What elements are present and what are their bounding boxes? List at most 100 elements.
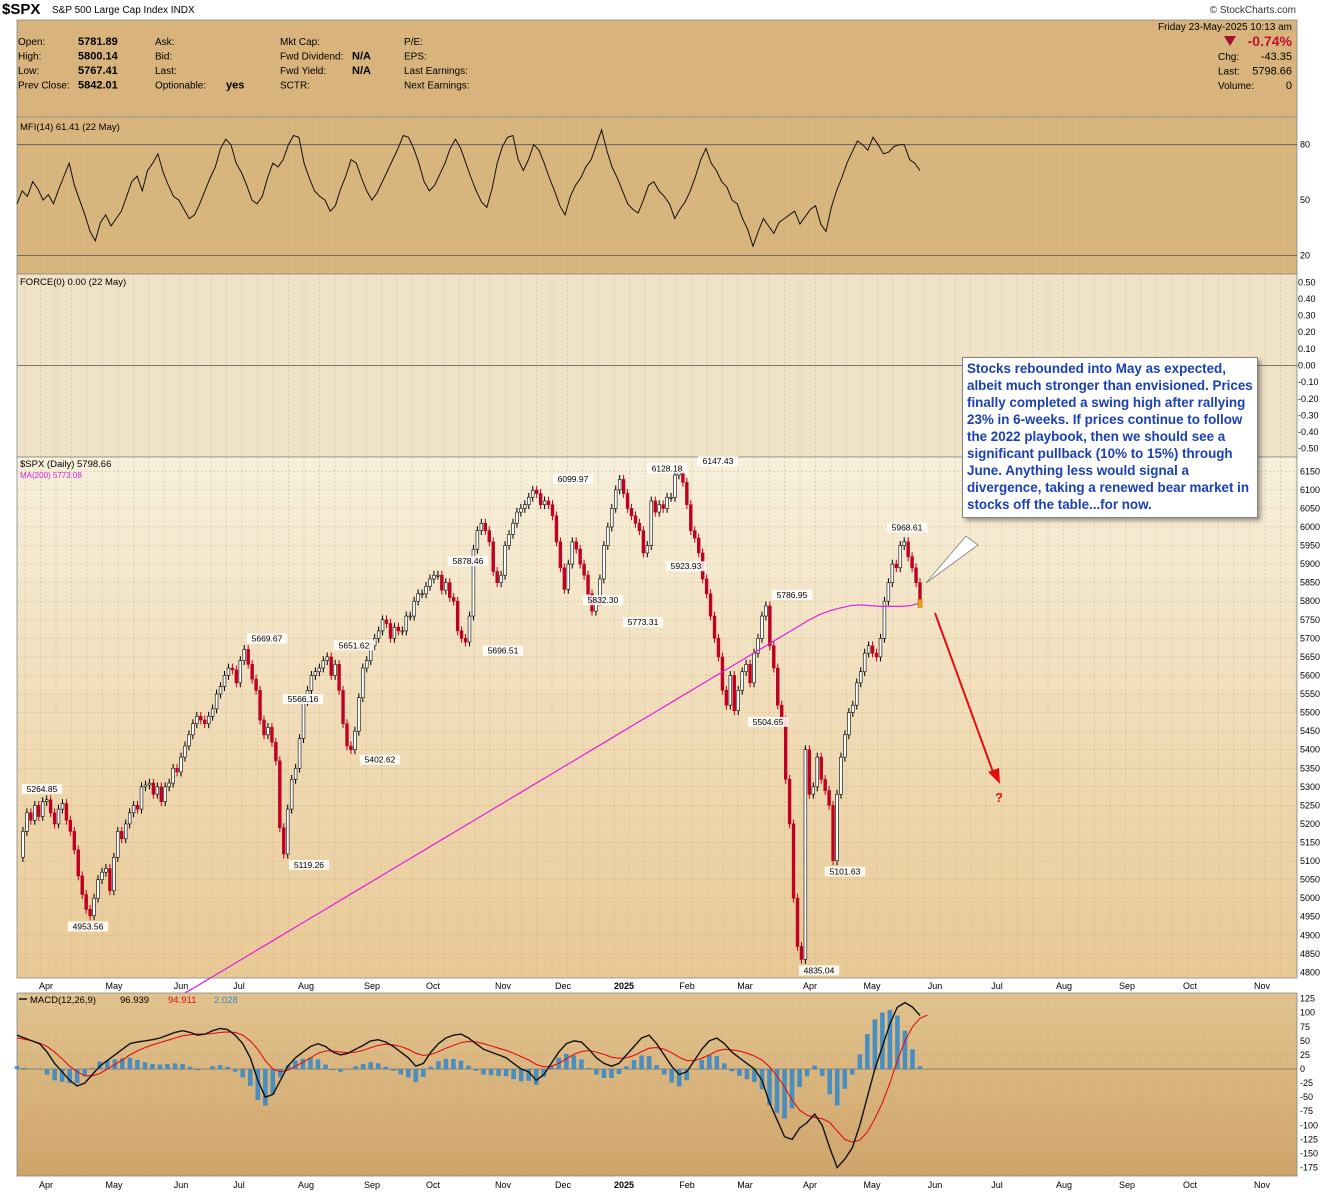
price-candle-body (874, 652, 879, 658)
price-candle-body (562, 567, 567, 590)
x-tick-label: Apr (39, 981, 53, 991)
price-tick-label: 5900 (1300, 559, 1320, 569)
price-candle-body (317, 667, 322, 673)
macd-histogram-bar (699, 1060, 705, 1070)
price-candle-body (732, 675, 736, 712)
field-label-right: Last Earnings: (404, 66, 468, 77)
price-candle-body (847, 712, 851, 736)
x-tick-label: Jul (233, 981, 245, 991)
data-label-bg (622, 617, 664, 628)
price-candle-body (428, 578, 432, 587)
macd-histogram-bar (187, 1066, 193, 1070)
price-candle-body (64, 803, 69, 821)
force-tick-label: 0.50 (1298, 277, 1316, 287)
price-tick-label: 5150 (1300, 838, 1320, 848)
macd-histogram-bar (142, 1062, 148, 1070)
macd-tick-label: -50 (1300, 1092, 1313, 1102)
macd-histogram-bar (714, 1056, 720, 1070)
price-candle-body (250, 664, 254, 680)
price-candle-body (855, 682, 859, 706)
price-candle-body (570, 541, 574, 565)
x-tick-label: Jun (174, 981, 189, 991)
last-price-marker (917, 599, 923, 608)
price-candle-body (661, 504, 665, 509)
price-tick-label: 5850 (1300, 578, 1320, 588)
price-tick-label: 6000 (1300, 522, 1320, 532)
price-candle-body (898, 545, 902, 569)
macd-panel: -175 -150 -125 -100 -75 -50 -25 0 25 50 75 100 125 MA… (14, 994, 1318, 1173)
data-label-bg (697, 456, 739, 467)
macd-histogram-bar (579, 1059, 584, 1070)
field-label-left: Low: (18, 66, 39, 77)
price-candle-body (685, 482, 689, 505)
force-tick-label: 0.20 (1298, 327, 1316, 337)
macd-histogram-bar (548, 1066, 554, 1070)
price-candle-body (96, 879, 100, 899)
price-candle-body (799, 946, 804, 960)
price-candle-body (866, 645, 871, 654)
macd-histogram-bar (849, 1069, 855, 1075)
price-candle-body (902, 541, 906, 546)
x-tick-label: Dec (555, 981, 572, 991)
price-candle-body (870, 645, 875, 654)
macd-histogram-bar (263, 1069, 268, 1106)
data-label: 5923.93 (671, 561, 702, 571)
macd-histogram-bar (37, 1069, 42, 1070)
price-candle-body (444, 582, 448, 591)
macd-tick-label: 0 (1300, 1064, 1305, 1074)
macd-histogram-bar (451, 1058, 456, 1070)
force-tick-label: 0.10 (1298, 344, 1316, 354)
price-candle-body (712, 615, 717, 639)
macd-histogram-bar (270, 1069, 276, 1095)
macd-histogram-bar (52, 1069, 57, 1081)
price-tick-label: 5300 (1300, 782, 1320, 792)
data-label: 5878.46 (453, 556, 484, 566)
price-candle-body (515, 511, 519, 524)
price-candle-body (641, 530, 646, 554)
price-candle-body (764, 605, 768, 617)
x-tick-label: Sep (364, 981, 380, 991)
price-candle-body (519, 508, 523, 513)
price-candle-body (123, 823, 128, 840)
macd-tick-label: 25 (1300, 1050, 1310, 1060)
macd-histogram-bar (120, 1058, 125, 1070)
macd-histogram-bar (744, 1069, 750, 1080)
price-candle-body (380, 619, 385, 632)
price-candle-body (361, 667, 365, 699)
macd-histogram-bar (421, 1069, 426, 1077)
x-tick-label: 2025 (614, 981, 634, 991)
price-candle-body (230, 667, 235, 671)
price-candle-body (839, 756, 843, 795)
macd-histogram-bar (225, 1066, 230, 1070)
price-candle-body (37, 805, 41, 817)
price-candle-body (815, 756, 819, 788)
price-candle-body (728, 675, 733, 706)
price-candle-body (301, 701, 306, 739)
macd-histogram-bar (684, 1069, 690, 1081)
data-label: 5651.62 (339, 640, 370, 650)
price-candle-body (183, 745, 187, 758)
price-candle-body (52, 812, 57, 825)
macd-histogram-bar (89, 1067, 95, 1070)
chart-panels (16, 19, 1298, 1177)
price-candle-body (681, 472, 685, 483)
macd-histogram-bar (707, 1054, 712, 1070)
x-tick-label: Feb (679, 981, 695, 991)
price-candle-body (448, 582, 452, 598)
price-tick-label: 5250 (1300, 800, 1320, 810)
price-tick-label: 4950 (1300, 912, 1320, 922)
price-candle-body (693, 530, 697, 539)
price-candle-body (823, 779, 827, 791)
x-tick-label: May (863, 981, 881, 991)
macd-histogram-bar (804, 1069, 810, 1077)
macd-title: MACD(12,26,9) (30, 995, 96, 1006)
price-candle-body (436, 574, 440, 577)
field-label-mid2: Mkt Cap: (280, 37, 320, 48)
chart-symbol: $SPX (2, 1, 41, 18)
price-candle-body (538, 493, 543, 505)
macd-histogram-bar (44, 1069, 50, 1075)
price-candle-body (795, 897, 800, 947)
macd-histogram-bar (428, 1066, 434, 1070)
price-candle-body (293, 767, 298, 780)
price-candle-body (479, 522, 484, 531)
